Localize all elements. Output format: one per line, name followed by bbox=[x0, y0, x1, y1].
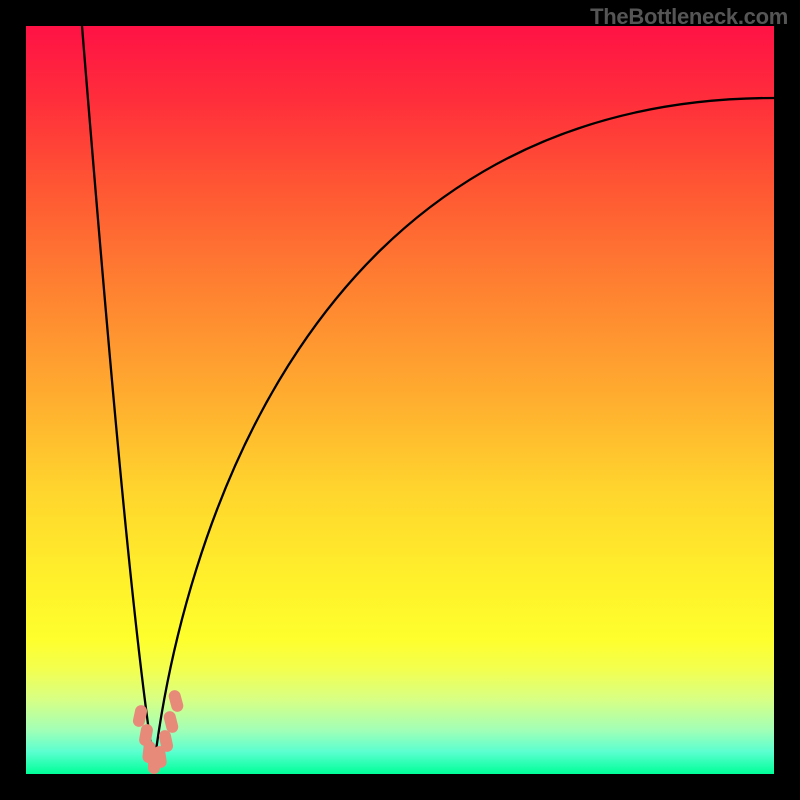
watermark-text: TheBottleneck.com bbox=[590, 4, 788, 30]
curve-marker bbox=[167, 689, 184, 713]
plot-area bbox=[26, 26, 774, 774]
bottleneck-curve bbox=[82, 26, 774, 766]
chart-curve bbox=[26, 26, 774, 774]
